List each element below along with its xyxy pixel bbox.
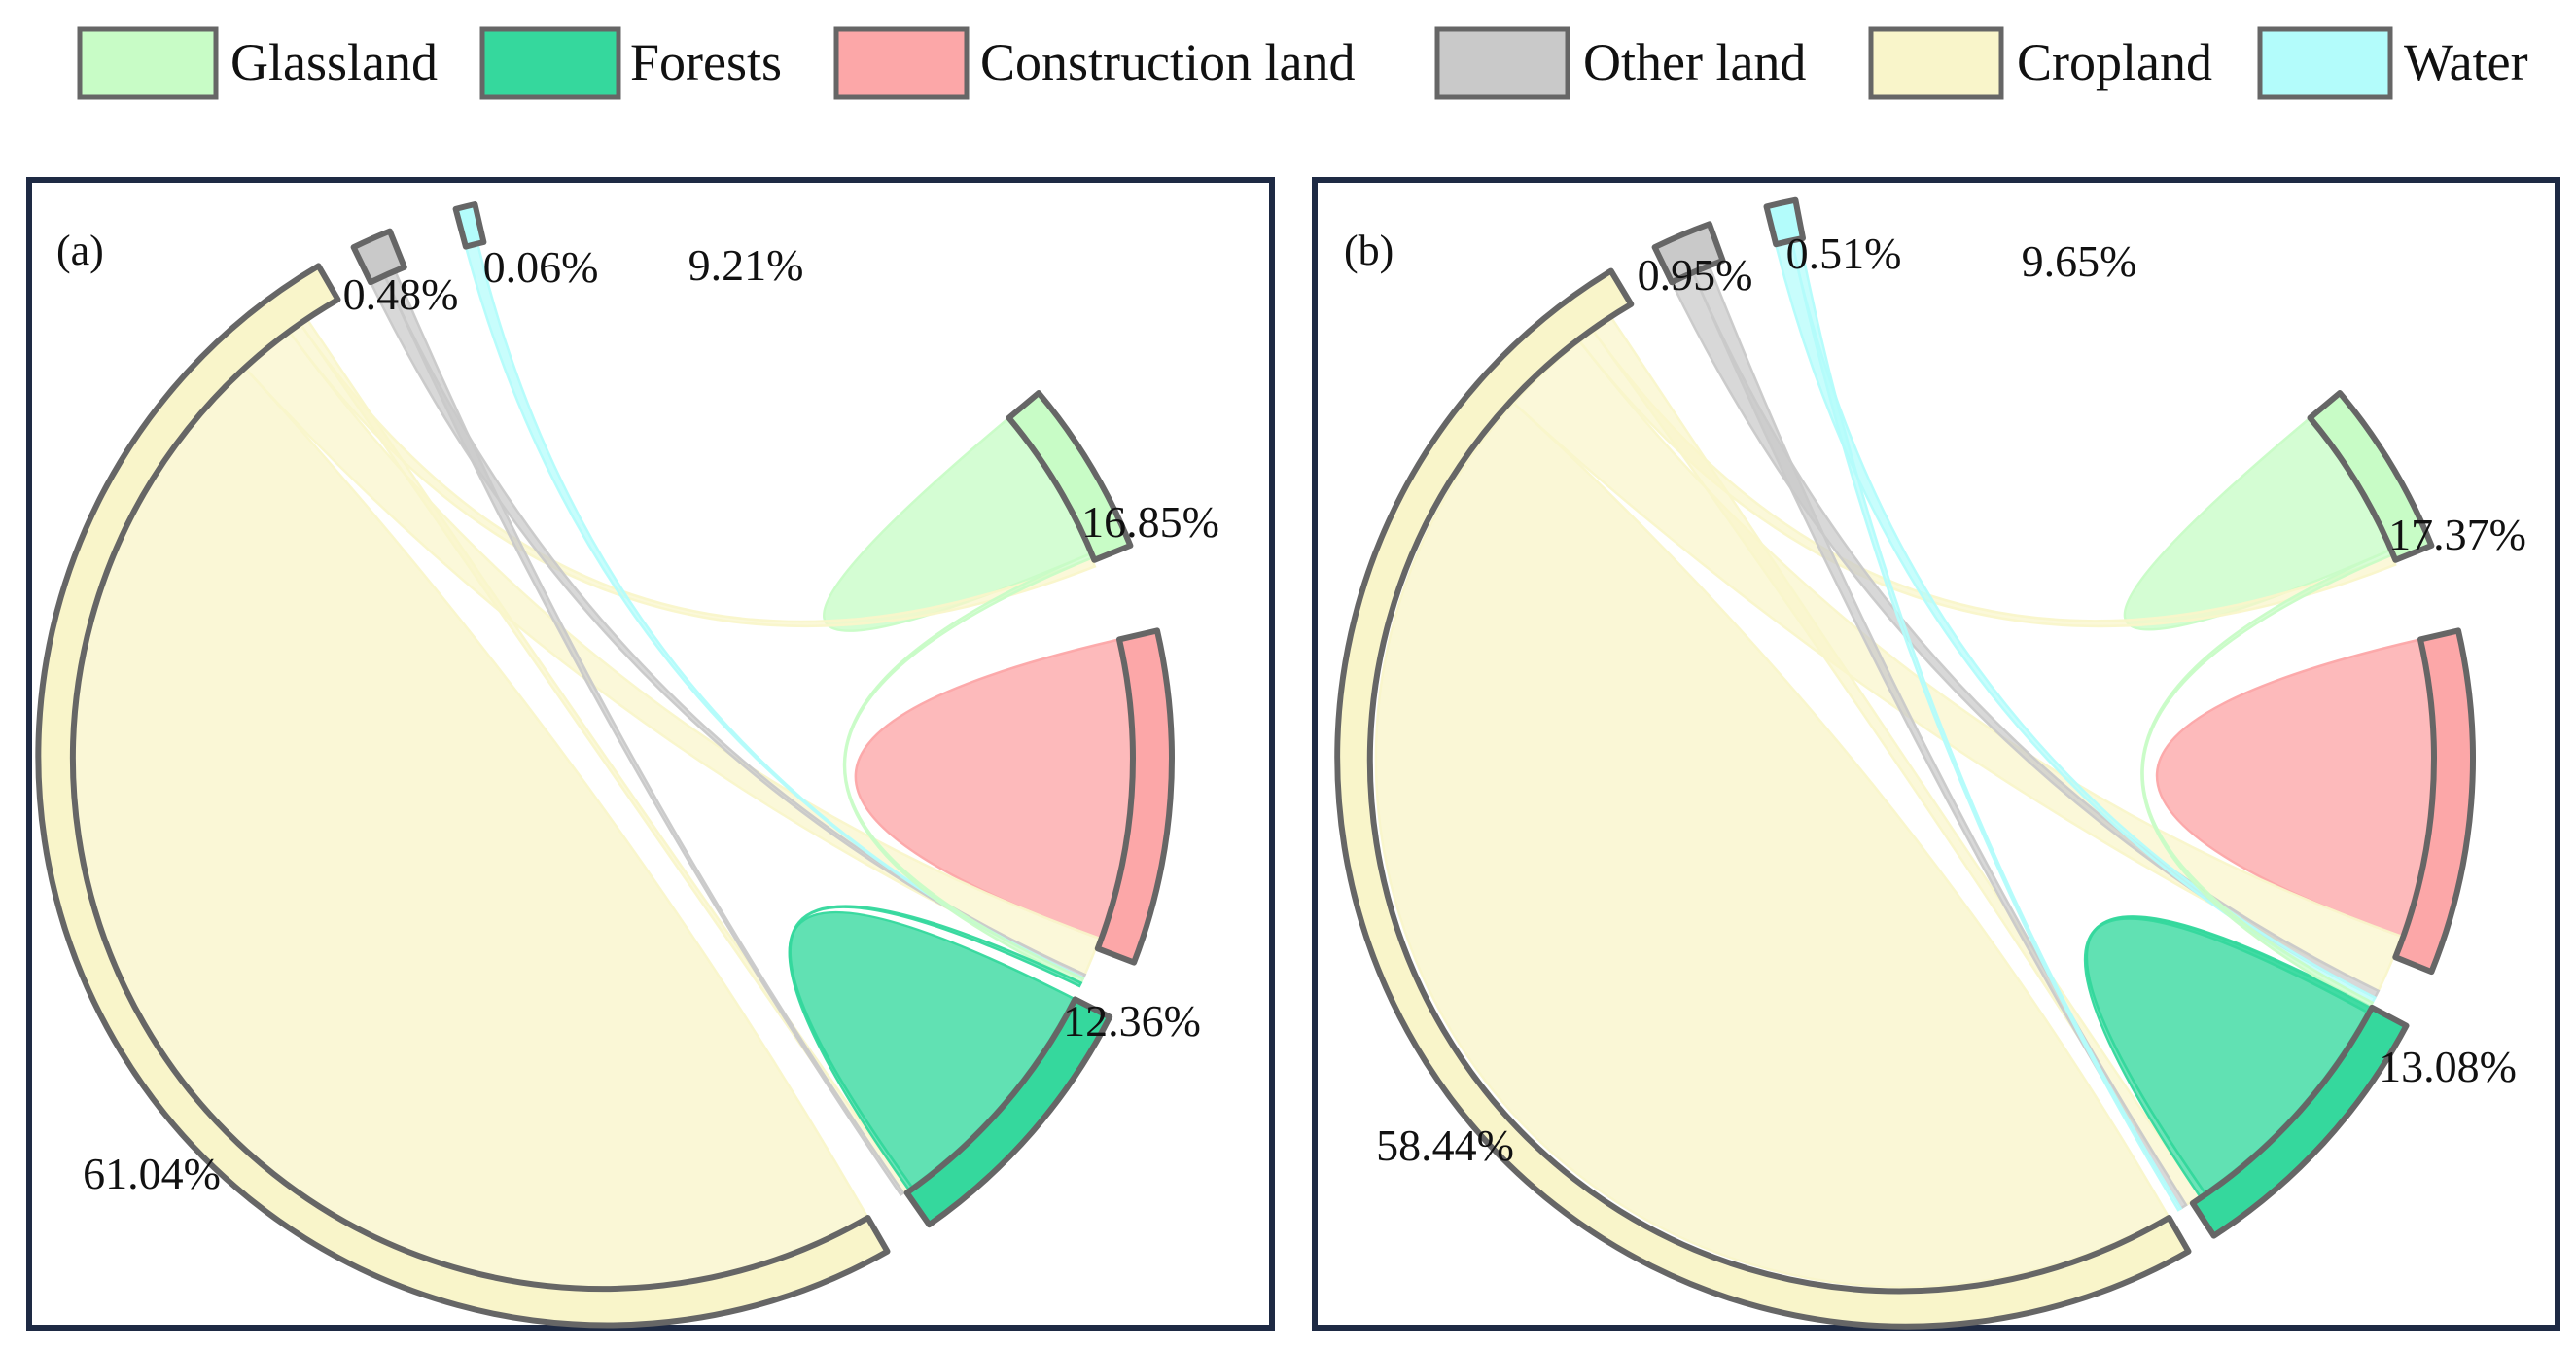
arc-b-forests [2189,1004,2410,1239]
arc-a-construction-land [1094,627,1175,966]
chord-panel-b: (b) 9.65% 17.37% 13.08% 58.44% 0.95% 0.51% [1334,196,2526,1330]
legend-label-forests: Forests [630,33,782,91]
legend-swatch-water [2257,26,2393,100]
legend-label-glassland: Glassland [230,33,438,91]
arc-b-glassland [2307,390,2435,563]
panel-a-frame [26,177,1275,1331]
legend-label-cropland: Cropland [2017,33,2212,91]
value-label-b-water: 0.51% [1786,229,1902,278]
legend-swatch-cropland [1868,26,2004,100]
legend: Glassland Forests Construction land Other l… [77,26,2528,100]
chord-a-forests-to-construction-land [788,905,1083,1191]
arc-a-water [452,201,487,250]
legend-label-other-land: Other land [1583,33,1806,91]
value-label-b-construction-land: 17.37% [2388,510,2526,559]
chord-panel-a: (a) 9.21% 16.85% 12.36% 61.04% 0.48% 0.06% [35,201,1219,1329]
chord-b-glassland-to-construction-land [2140,549,2393,1010]
chord-a-other-land-to-construction-land [370,275,1087,980]
arc-b-other-land [1651,221,1726,286]
legend-label-water: Water [2404,33,2528,91]
legend-label-construction-land: Construction land [980,33,1355,91]
chord-b-water-to-forests [1790,239,2183,1212]
chord-a-construction-land-to-construction-land [854,638,1133,941]
legend-swatch-other-land [1434,26,1570,100]
chord-a-glassland-to-construction-land [842,551,1093,985]
chord-b-water-to-construction-land [1775,240,2377,1005]
arc-a-other-land [350,228,407,286]
value-label-b-glassland: 9.65% [2022,236,2137,286]
arc-b-construction-land [2392,627,2476,976]
arc-a-glassland [1006,390,1134,563]
value-label-a-forests: 12.36% [1063,996,1201,1046]
value-label-a-construction-land: 16.85% [1081,497,1219,547]
value-label-b-other-land: 0.95% [1638,250,1753,300]
arc-b-cropland [1334,267,2192,1330]
chord-b-other-land-to-forests [1692,266,2188,1211]
value-label-a-other-land: 0.48% [343,269,459,319]
value-label-a-water: 0.06% [483,242,599,292]
legend-swatch-glassland [77,26,219,100]
panel-b-label: (b) [1344,227,1394,274]
value-label-a-glassland: 9.21% [688,240,804,290]
chord-a-other-land-to-forests [383,270,905,1197]
arc-a-cropland [35,263,891,1329]
arc-a-forests [903,996,1113,1228]
value-label-a-cropland: 61.04% [83,1149,221,1198]
value-label-b-cropland: 58.44% [1376,1120,1514,1170]
legend-swatch-construction-land [833,26,970,100]
legend-swatch-forests [479,26,621,100]
arc-b-water [1763,196,1806,248]
panel-a-label: (a) [56,227,104,274]
value-label-b-forests: 13.08% [2379,1042,2517,1091]
chord-b-cropland-to-cropland [1374,401,2170,1289]
